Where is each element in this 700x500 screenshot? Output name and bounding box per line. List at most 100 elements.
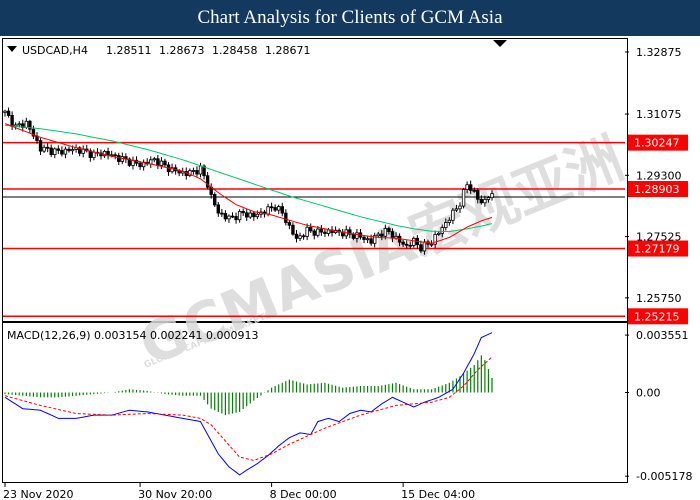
- candle-body-102: [365, 238, 370, 241]
- candle-body-82: [294, 233, 299, 239]
- candle-body-137: [490, 193, 494, 199]
- price-axis: 1.32875 1.31075 1.29300 1.27525 1.25750: [625, 46, 682, 305]
- price-level-labels: 1.30247 1.28903 1.27179 1.25215: [628, 134, 688, 325]
- time-axis: 23 Nov 2020 30 Nov 20:00 8 Dec 00:00 15 Dec…: [3, 483, 475, 500]
- macd-tick-2: -0.005178: [636, 470, 692, 483]
- chart-shift-marker-icon: [493, 40, 507, 47]
- candle-body-0: [3, 110, 7, 113]
- price-tick-0: 1.32875: [636, 46, 682, 59]
- candle-body-133: [476, 189, 480, 200]
- candle-body-63: [227, 215, 231, 220]
- time-tick-2: 8 Dec 00:00: [270, 488, 337, 500]
- candle-body-43: [156, 158, 160, 166]
- candle-body-89: [319, 228, 324, 233]
- candle-body-59: [213, 194, 217, 206]
- candle-body-81: [291, 224, 295, 235]
- candle-body-11: [42, 146, 46, 152]
- candle-body-84: [301, 235, 306, 238]
- candle-body-68: [245, 212, 249, 218]
- candle-body-103: [369, 238, 373, 244]
- ohlc-low: 1.28458: [212, 44, 258, 57]
- candle-body-35: [127, 158, 132, 166]
- candle-body-54: [195, 170, 199, 175]
- macd-axis: 0.003551 0.00 -0.005178: [625, 329, 692, 483]
- price-tick-1: 1.31075: [636, 108, 682, 121]
- candle-body-16: [60, 150, 64, 155]
- candle-body-30: [109, 154, 114, 157]
- candle-body-52: [188, 170, 192, 176]
- candle-body-122: [436, 232, 441, 235]
- candle-body-55: [198, 165, 203, 175]
- candle-body-120: [429, 243, 434, 246]
- symbol-dropdown-icon[interactable]: [7, 46, 17, 52]
- candle-body-106: [380, 233, 384, 237]
- candle-body-75: [269, 206, 274, 209]
- macd-line: [4, 332, 493, 476]
- candle-body-121: [433, 234, 437, 245]
- candle-body-69: [248, 212, 252, 218]
- level-tag-1: [628, 181, 688, 198]
- candle-body-31: [113, 154, 117, 157]
- candle-body-44: [159, 160, 164, 166]
- candle-body-109: [390, 231, 395, 239]
- candle-body-115: [412, 237, 416, 246]
- symbol-label: USDCAD,H4: [22, 44, 88, 57]
- candle-body-78: [280, 206, 284, 214]
- candle-body-21: [77, 147, 82, 154]
- candle-body-98: [351, 233, 356, 239]
- ma-slow-line: [4, 124, 493, 233]
- price-levels: [3, 141, 625, 318]
- level-label-3: 1.25215: [634, 310, 680, 323]
- candle-body-123: [440, 227, 444, 234]
- candle-body-130: [465, 184, 469, 190]
- candle-body-4: [17, 123, 21, 126]
- candle-body-80: [287, 222, 292, 226]
- ohlc-high: 1.28673: [159, 44, 205, 57]
- candle-body-125: [447, 219, 452, 223]
- candles: [3, 107, 494, 255]
- candle-body-127: [454, 208, 459, 211]
- macd-tick-0: 0.003551: [636, 329, 689, 342]
- candle-body-64: [230, 215, 235, 218]
- candle-body-56: [202, 165, 206, 177]
- candle-body-42: [152, 158, 156, 161]
- candle-body-18: [67, 148, 71, 152]
- candle-body-28: [102, 150, 107, 157]
- candle-body-83: [298, 235, 302, 239]
- candle-body-67: [241, 210, 245, 214]
- candle-body-107: [383, 228, 388, 237]
- candle-body-129: [461, 189, 466, 207]
- candle-body-105: [376, 233, 380, 237]
- candle-body-112: [401, 241, 405, 245]
- candle-body-38: [138, 162, 142, 168]
- candle-body-70: [252, 212, 256, 218]
- candle-body-32: [117, 155, 121, 162]
- signal-line: [4, 356, 493, 461]
- time-tick-3: 15 Dec 04:00: [401, 488, 475, 500]
- candle-body-65: [234, 216, 238, 221]
- candle-body-87: [312, 230, 316, 236]
- candle-body-29: [106, 150, 110, 156]
- candle-body-62: [223, 213, 228, 220]
- candle-body-136: [486, 197, 491, 200]
- level-tag-0: [628, 134, 688, 151]
- banner-title: Chart Analysis for Clients of GCM Asia: [197, 7, 503, 28]
- candle-body-128: [458, 205, 462, 210]
- candle-body-6: [24, 120, 29, 128]
- candle-body-2: [10, 115, 14, 127]
- candle-body-126: [451, 209, 455, 221]
- candle-body-57: [205, 175, 210, 188]
- candle-body-108: [387, 228, 391, 232]
- level-tag-3: [628, 308, 688, 325]
- candle-body-14: [53, 148, 57, 156]
- chart-banner: Chart Analysis for Clients of GCM Asia: [0, 0, 700, 36]
- candle-body-7: [28, 120, 32, 130]
- ohlc-close: 1.28671: [265, 44, 311, 57]
- candle-body-113: [404, 243, 409, 246]
- price-tick-4: 1.25750: [636, 292, 682, 305]
- candle-body-17: [63, 148, 68, 155]
- candle-body-97: [348, 229, 352, 235]
- candle-body-101: [362, 236, 366, 240]
- candle-body-91: [326, 229, 331, 234]
- macd-histogram: [4, 355, 493, 416]
